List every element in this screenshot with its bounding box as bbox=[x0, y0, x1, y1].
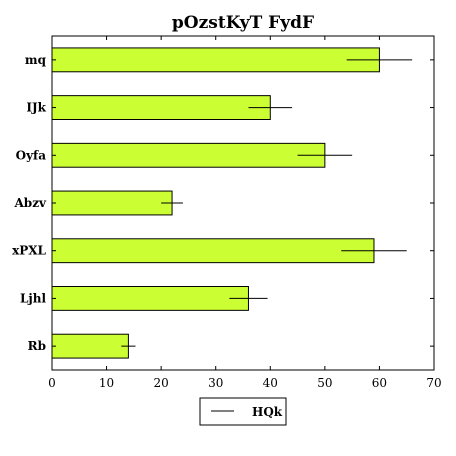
bar-IJk bbox=[51, 95, 271, 121]
x-tick-label-50: 50 bbox=[317, 376, 332, 390]
x-axis: 0 10 20 30 40 50 60 70 bbox=[48, 36, 442, 390]
y-tick-label-Rb: Rb bbox=[28, 339, 46, 353]
bar-mq bbox=[51, 47, 380, 73]
chart-title: pOzstKyT FydF bbox=[172, 13, 314, 33]
y-axis: mq IJk Oyfa Abzv xPXL Ljhl Rb bbox=[12, 53, 434, 353]
x-tick-label-60: 60 bbox=[372, 376, 387, 390]
bar-xPXL bbox=[51, 238, 375, 264]
y-tick-label-Oyfa: Oyfa bbox=[16, 148, 47, 162]
bars-group bbox=[51, 47, 380, 359]
x-tick-label-40: 40 bbox=[263, 376, 278, 390]
bar-Abzv bbox=[51, 190, 173, 216]
y-tick-label-mq: mq bbox=[25, 53, 47, 67]
y-tick-label-Ljhl: Ljhl bbox=[20, 291, 47, 305]
y-tick-label-Abzv: Abzv bbox=[14, 196, 48, 210]
legend-label: HQk bbox=[252, 405, 283, 419]
bar-Ljhl bbox=[51, 286, 249, 311]
x-tick-label-30: 30 bbox=[208, 376, 223, 390]
plot-frame bbox=[51, 35, 435, 371]
bar-Rb bbox=[51, 333, 129, 359]
error-bars-group bbox=[121, 59, 413, 347]
bar-Oyfa bbox=[51, 142, 326, 168]
x-tick-label-0: 0 bbox=[48, 376, 56, 390]
legend: HQk bbox=[199, 397, 287, 426]
x-tick-label-10: 10 bbox=[99, 376, 114, 390]
y-tick-label-xPXL: xPXL bbox=[12, 244, 46, 258]
x-tick-label-20: 20 bbox=[154, 376, 169, 390]
x-tick-label-70: 70 bbox=[426, 376, 441, 390]
y-tick-label-IJk: IJk bbox=[26, 101, 46, 115]
